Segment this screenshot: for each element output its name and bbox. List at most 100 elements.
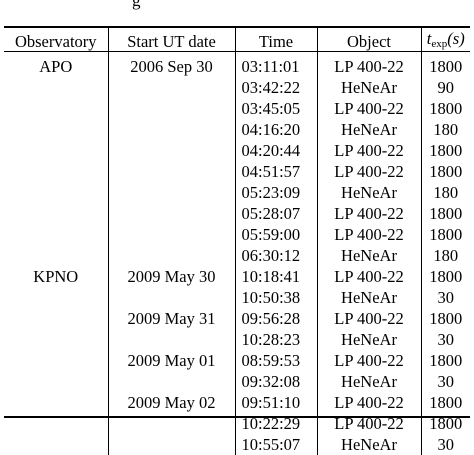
cell-object: HeNeAr	[316, 434, 421, 455]
cell-object: LP 400-22	[316, 413, 421, 434]
cell-object: LP 400-22	[316, 224, 421, 245]
cell-object: HeNeAr	[316, 329, 421, 350]
cell-start-ut-date	[107, 329, 235, 350]
table-row: 2009 May 02 09:51:10 LP 400-22 1800	[4, 392, 470, 413]
cell-time: 10:55:07	[234, 434, 317, 455]
cell-object: HeNeAr	[316, 371, 421, 392]
cell-start-ut-date	[107, 77, 235, 98]
cell-time: 06:30:12	[234, 245, 317, 266]
cell-time: 03:45:05	[234, 98, 317, 119]
table-row: 05:59:00 LP 400-22 1800	[4, 224, 470, 245]
cell-exposure-time: 1800	[420, 266, 470, 287]
cell-observatory	[4, 77, 108, 98]
cell-object: LP 400-22	[316, 266, 421, 287]
cell-exposure-time: 180	[420, 245, 470, 266]
table-top-rule	[4, 26, 470, 28]
cell-time: 10:22:29	[234, 413, 317, 434]
cell-observatory	[4, 413, 108, 434]
header-texp-unit: (s)	[447, 29, 465, 48]
table-row: 04:51:57 LP 400-22 1800	[4, 161, 470, 182]
cell-observatory: APO	[39, 57, 73, 76]
cell-observatory	[4, 224, 108, 245]
cell-time: 08:59:53	[234, 350, 317, 371]
cell-time: 04:16:20	[234, 119, 317, 140]
cell-exposure-time: 1800	[420, 392, 470, 413]
cell-observatory	[4, 203, 108, 224]
cell-start-ut-date	[107, 161, 235, 182]
header-texp-symbol: t	[426, 29, 432, 48]
cell-object: LP 400-22	[316, 161, 421, 182]
cell-exposure-time: 30	[420, 371, 470, 392]
cell-start-ut-date	[107, 434, 235, 455]
cell-object: HeNeAr	[316, 287, 421, 308]
cell-object: LP 400-22	[316, 392, 421, 413]
table-row: 03:45:05 LP 400-22 1800	[4, 98, 470, 119]
cell-exposure-time: 1800	[420, 308, 470, 329]
cell-exposure-time: 30	[420, 287, 470, 308]
cell-start-ut-date: 2009 May 01	[107, 350, 235, 371]
cell-start-ut-date	[107, 140, 235, 161]
cell-exposure-time: 1800	[420, 224, 470, 245]
table-row: 05:23:09 HeNeAr 180	[4, 182, 470, 203]
cell-observatory	[4, 182, 108, 203]
cell-observatory	[4, 140, 108, 161]
cell-object: HeNeAr	[316, 77, 421, 98]
header-start-ut-date: Start UT date	[107, 27, 235, 56]
cell-time: 03:42:22	[234, 77, 317, 98]
header-object: Object	[316, 27, 421, 56]
cell-observatory	[4, 245, 108, 266]
table-row: 09:32:08 HeNeAr 30	[4, 371, 470, 392]
cell-observatory	[4, 308, 108, 329]
cell-time: 03:11:01	[234, 56, 317, 77]
table-row: 04:16:20 HeNeAr 180	[4, 119, 470, 140]
cell-exposure-time: 90	[420, 77, 470, 98]
cell-start-ut-date	[107, 287, 235, 308]
table-row: 2009 May 01 08:59:53 LP 400-22 1800	[4, 350, 470, 371]
cell-observatory	[4, 371, 108, 392]
cell-time: 05:23:09	[234, 182, 317, 203]
cell-start-ut-date: 2009 May 31	[107, 308, 235, 329]
cell-start-ut-date	[107, 119, 235, 140]
cell-exposure-time: 1800	[420, 350, 470, 371]
cell-start-ut-date	[107, 245, 235, 266]
cell-start-ut-date	[107, 413, 235, 434]
table-body: APO 2006 Sep 30 03:11:01 LP 400-22 1800 03:42…	[4, 56, 470, 455]
cell-start-ut-date	[107, 98, 235, 119]
caption-fragment-text: g	[132, 0, 141, 10]
header-texp-subscript: exp	[431, 38, 448, 50]
cell-exposure-time: 1800	[420, 203, 470, 224]
cell-time: 04:20:44	[234, 140, 317, 161]
caption-fragment: g	[0, 0, 474, 11]
table-row: 06:30:12 HeNeAr 180	[4, 245, 470, 266]
table-row: APO 2006 Sep 30 03:11:01 LP 400-22 1800	[4, 56, 470, 77]
header-exposure-time: texp(s)	[420, 27, 470, 56]
cell-exposure-time: 1800	[420, 56, 470, 77]
cell-observatory	[4, 329, 108, 350]
cell-time: 05:59:00	[234, 224, 317, 245]
cell-exposure-time: 180	[420, 182, 470, 203]
cell-observatory	[4, 119, 108, 140]
cell-exposure-time: 1800	[420, 140, 470, 161]
table-row: 10:55:07 HeNeAr 30	[4, 434, 470, 455]
table-row: 03:42:22 HeNeAr 90	[4, 77, 470, 98]
cell-object: LP 400-22	[316, 308, 421, 329]
cell-time: 10:50:38	[234, 287, 317, 308]
cell-observatory	[4, 161, 108, 182]
cell-start-ut-date	[107, 371, 235, 392]
cell-object: LP 400-22	[316, 350, 421, 371]
cell-exposure-time: 30	[420, 434, 470, 455]
header-time: Time	[234, 27, 317, 56]
cell-observatory	[4, 392, 108, 413]
cell-start-ut-date: 2006 Sep 30	[107, 56, 235, 77]
cell-time: 10:28:23	[234, 329, 317, 350]
cell-observatory	[4, 98, 108, 119]
cell-object: LP 400-22	[316, 203, 421, 224]
cell-exposure-time: 30	[420, 329, 470, 350]
cell-exposure-time: 1800	[420, 413, 470, 434]
cell-time: 05:28:07	[234, 203, 317, 224]
cell-exposure-time: 1800	[420, 98, 470, 119]
cell-object: LP 400-22	[316, 98, 421, 119]
table-row: 04:20:44 LP 400-22 1800	[4, 140, 470, 161]
cell-exposure-time: 180	[420, 119, 470, 140]
cell-observatory	[4, 434, 108, 455]
